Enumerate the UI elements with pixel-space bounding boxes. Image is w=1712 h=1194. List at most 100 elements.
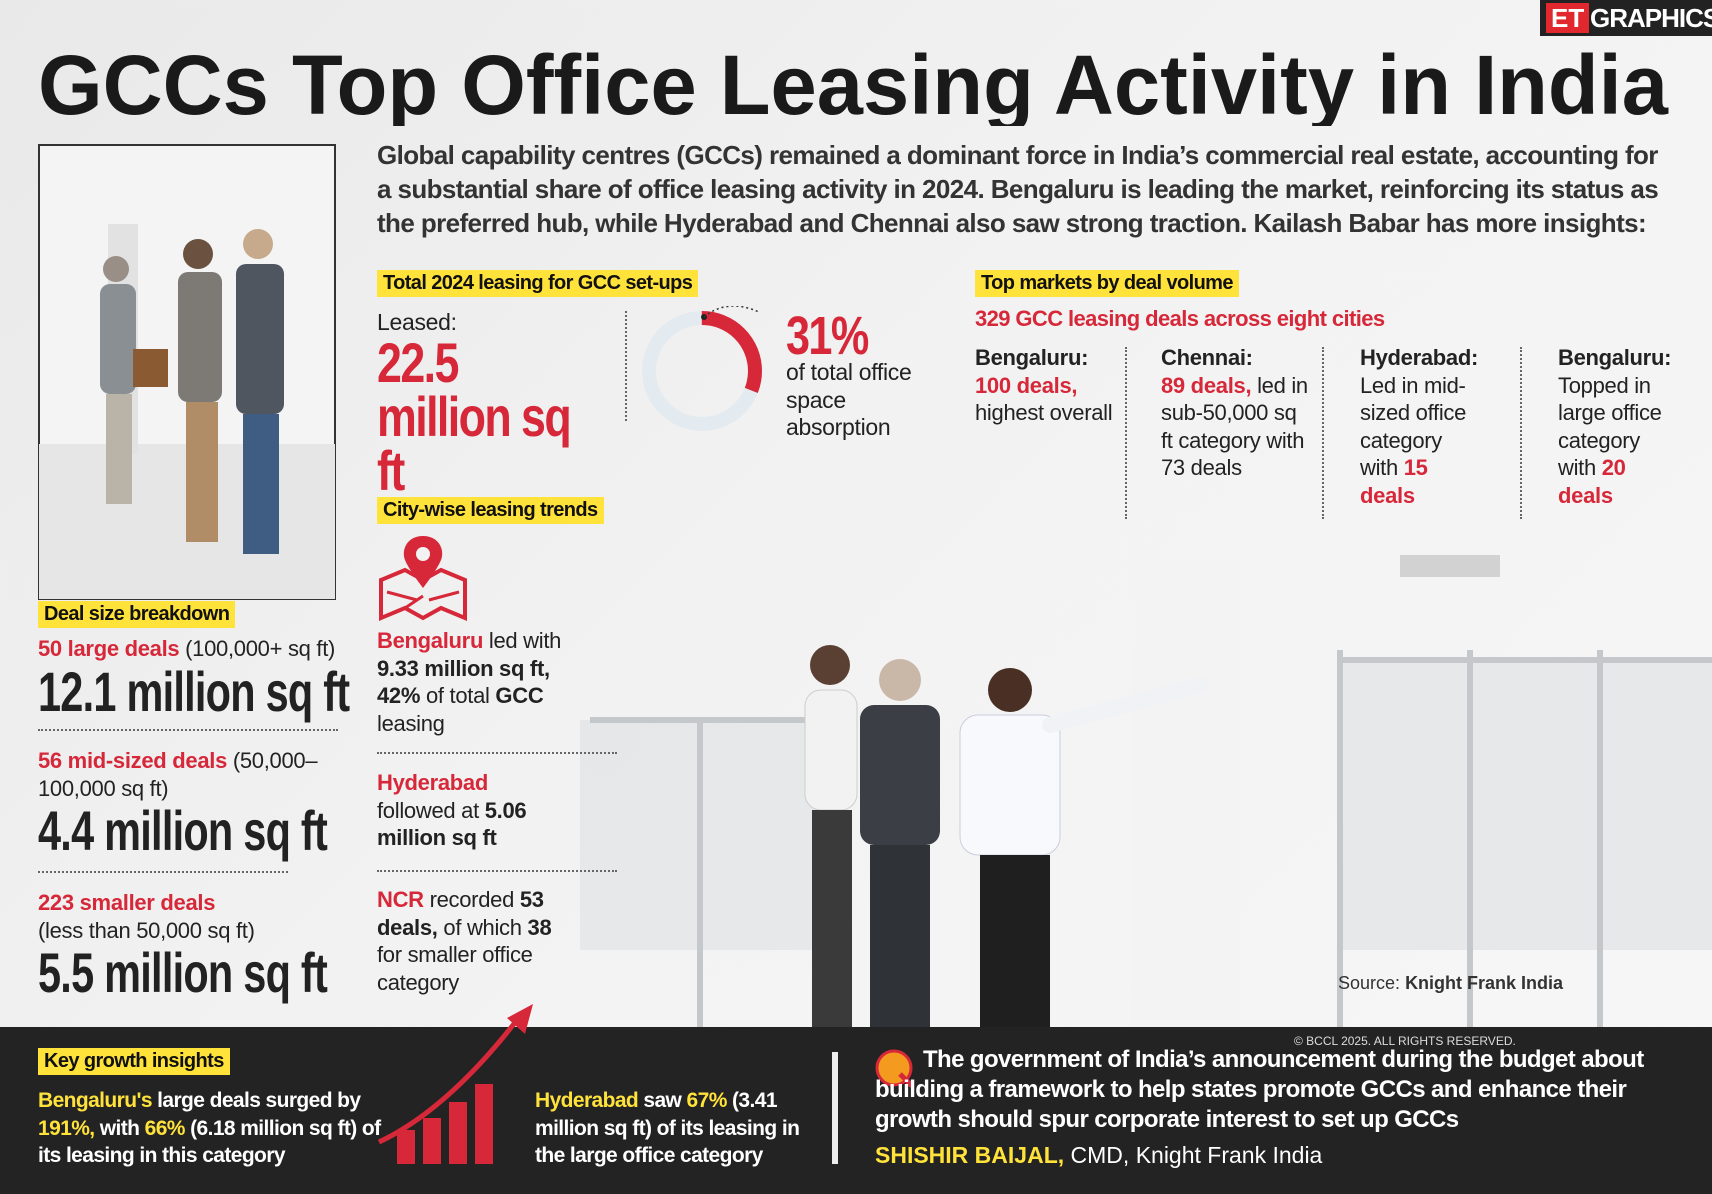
separator (1322, 347, 1324, 519)
graphic (423, 1118, 441, 1164)
photo (38, 144, 336, 600)
graphic (386, 590, 460, 610)
source-name: Knight Frank India (1405, 973, 1564, 993)
city-text: Topped in large office category with (1558, 372, 1662, 481)
quote-attribution: SHISHIR BAIJAL, CMD, Knight Frank India (875, 1142, 1322, 1169)
deal-item: 223 smaller deals (less than 50,000 sq f… (38, 889, 328, 1002)
deal-range: (100,000+ sq ft) (185, 636, 336, 661)
footer-bar (0, 1027, 1712, 1194)
trend-city: NCR (377, 887, 424, 912)
graphic (403, 536, 443, 588)
graphic (870, 845, 930, 1027)
trend-item: NCR recorded 53 deals, of which 38 for s… (377, 886, 552, 996)
graphic (1340, 660, 1712, 950)
graphic (236, 264, 284, 414)
graphic (590, 650, 1712, 1027)
growth-text: saw (643, 1089, 682, 1112)
trend-text: recorded (429, 887, 515, 912)
city-highlight: 15 deals (1360, 455, 1428, 508)
graphic (397, 1130, 415, 1164)
badge-et: ET (1546, 3, 1590, 33)
deal-item: 56 mid-sized deals (50,000–100,000 sq ft… (38, 747, 328, 860)
graphic (449, 1102, 467, 1164)
city-text: Led in mid-sized office category with (1360, 372, 1467, 481)
graphic (106, 394, 132, 504)
graphic (804, 645, 1208, 1027)
separator (38, 729, 338, 731)
trend-text: of total (425, 683, 490, 708)
growth-text: large deals surged by (157, 1089, 361, 1112)
growth-item: Bengaluru's large deals surged by 191%, … (38, 1087, 383, 1170)
growth-highlight: 67% (686, 1089, 728, 1112)
graphic (243, 229, 273, 259)
separator (625, 311, 627, 421)
graphic (959, 714, 1061, 856)
growth-text: with (99, 1116, 140, 1140)
trend-text: for smaller office category (377, 942, 533, 995)
growth-item: Hyderabad saw 67% (3.41 million sq ft) o… (535, 1087, 805, 1170)
share-label: 31% (786, 306, 869, 366)
separator (377, 870, 617, 872)
city-column: Hyderabad: Led in mid-sized office categ… (1360, 344, 1480, 509)
deal-range: (less than 50,000 sq ft) (38, 917, 255, 943)
trend-figure: 5.06 million sq ft (377, 797, 527, 851)
city-name: Chennai: (1161, 345, 1253, 370)
graphic (810, 645, 850, 685)
city-name: Bengaluru: (1558, 345, 1672, 370)
graphic (1400, 555, 1500, 577)
deal-area: 12.1 million sq ft (38, 659, 350, 723)
graphic (183, 239, 213, 269)
trend-city: Hyderabad (377, 770, 489, 795)
title: GCCs Top Office Leasing Activity in Indi… (38, 38, 1669, 126)
city-highlight: 89 deals, (1161, 372, 1252, 398)
trend-figure: 38 (527, 914, 552, 940)
graphic (580, 660, 1712, 950)
city-column: Bengaluru: 100 deals, highest overall (975, 344, 1125, 427)
separator (1520, 347, 1522, 519)
leased-label: Leased: (377, 309, 457, 335)
source-label: Source: (1338, 973, 1401, 993)
trend-text: leasing (377, 710, 445, 736)
graphic (988, 668, 1032, 712)
deal-range: (50,000–100,000 sq ft) (38, 748, 318, 801)
trend-figure: GCC (495, 683, 544, 708)
donut (642, 306, 762, 431)
graphic (980, 855, 1050, 1027)
separator (377, 752, 617, 754)
badge-graphics: GRAPHICS (1590, 3, 1712, 33)
graphic (243, 414, 279, 554)
city-name: Bengaluru: (975, 345, 1089, 370)
section-heading: Total 2024 leasing for GCC set-ups (377, 270, 699, 297)
quote-author: SHISHIR BAIJAL, (875, 1142, 1065, 1168)
section-heading: Top markets by deal volume (975, 270, 1239, 297)
intro: Global capability centres (GCCs) remaine… (377, 140, 1659, 238)
trend-text: led with (488, 628, 562, 653)
graphic (804, 689, 858, 811)
graphic (898, 1072, 914, 1088)
graphic (860, 705, 940, 845)
graphic (416, 547, 430, 561)
trend-text: followed at (377, 797, 479, 823)
city-text: led in sub-50,000 sq ft category with 73… (1161, 372, 1308, 481)
growth-icon (377, 1004, 533, 1164)
trend-city: Bengaluru (377, 628, 484, 653)
deal-count: 223 smaller deals (38, 890, 216, 915)
quote-icon (875, 1049, 914, 1088)
graphic (377, 1018, 519, 1145)
city-highlight: 20 deals (1558, 455, 1626, 508)
trend-figure: 9.33 million sq ft, 42% (377, 655, 550, 709)
title-box: GCCs Top Office Leasing Activity in Indi… (38, 38, 1669, 126)
graphic (1130, 560, 1240, 1027)
deal-item: 50 large deals (100,000+ sq ft) 12.1 mil… (38, 635, 350, 721)
share-caption: of total office space absorption (786, 359, 912, 440)
city-name: Hyderabad: (1360, 345, 1479, 370)
city-highlight: 100 deals, (975, 372, 1078, 398)
graphic (178, 272, 222, 402)
separator (1125, 347, 1127, 519)
deal-area: 5.5 million sq ft (38, 941, 328, 1004)
growth-text: (6.18 million sq ft) of its leasing in t… (38, 1116, 381, 1168)
source: Source: Knight Frank India (1338, 973, 1563, 994)
leased-value: 22.5 million sq ft (377, 331, 572, 502)
